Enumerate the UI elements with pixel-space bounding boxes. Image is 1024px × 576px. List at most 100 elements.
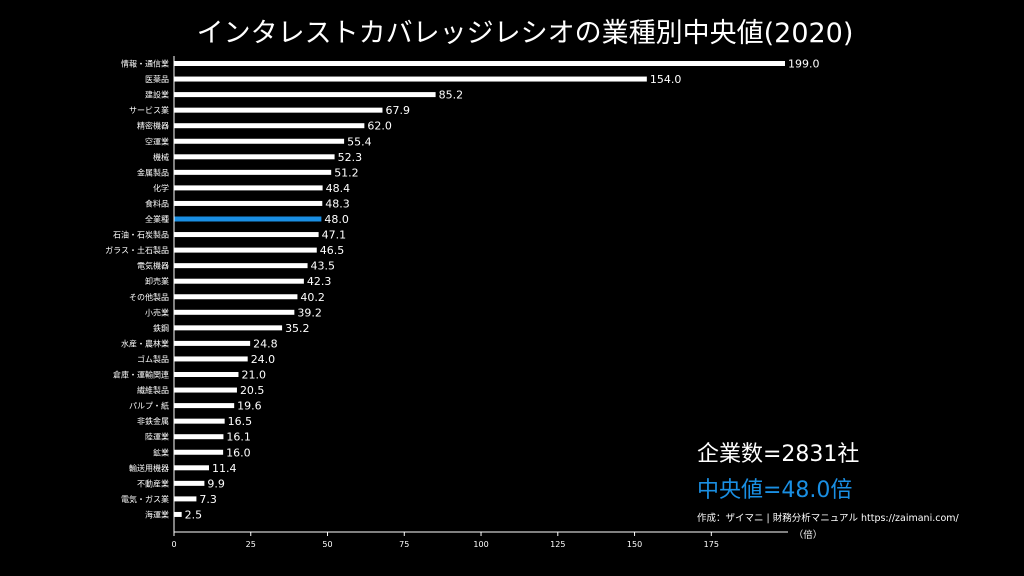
value-label-3: 67.9: [385, 104, 410, 117]
bar-14: [174, 278, 304, 284]
value-label-13: 43.5: [311, 260, 336, 273]
median-value: 中央値=48.0倍: [697, 478, 852, 503]
category-label-26: 輸送用機器: [129, 463, 169, 473]
category-label-21: 繊維製品: [137, 385, 169, 395]
bar-20: [174, 372, 239, 377]
value-label-7: 51.2: [334, 166, 359, 179]
category-label-29: 海運業: [145, 509, 169, 519]
x-tick-label-5: 125: [550, 540, 565, 549]
value-label-11: 47.1: [322, 229, 347, 242]
value-label-0: 199.0: [788, 58, 820, 71]
x-axis-unit: （倍）: [794, 529, 823, 541]
value-label-12: 46.5: [320, 244, 345, 257]
bar-0: [174, 61, 785, 66]
bar-28: [174, 496, 197, 502]
category-label-24: 陸運業: [145, 432, 169, 442]
category-label-20: 倉庫・運輸関連: [113, 370, 169, 380]
category-label-5: 空運業: [145, 136, 169, 146]
value-labels: 199.0 154.0 85.2 67.9 62.0 55.4 52.3 51.2 48.4 48…: [185, 58, 820, 522]
category-label-16: 小売業: [145, 307, 169, 317]
x-tick-label-3: 75: [399, 540, 409, 549]
chart-title: インタレストカバレッジレシオの業種別中央値(2020): [197, 18, 854, 49]
category-label-15: その他製品: [129, 292, 169, 302]
bar-4: [174, 123, 365, 129]
bar-11: [174, 232, 319, 238]
category-label-9: 食料品: [145, 198, 169, 208]
bar-1: [174, 76, 647, 82]
bar-16: [174, 309, 295, 315]
category-label-2: 建設業: [145, 90, 169, 100]
category-label-14: 卸売業: [145, 276, 169, 286]
value-label-24: 16.1: [226, 431, 251, 444]
x-tick-label-4: 100: [473, 540, 488, 549]
category-label-23: 非鉄金属: [137, 416, 169, 426]
value-label-4: 62.0: [367, 120, 392, 133]
bar-25: [174, 449, 224, 455]
bar-29: [174, 511, 182, 517]
value-label-23: 16.5: [228, 415, 253, 428]
category-label-12: ガラス・土石製品: [105, 245, 169, 255]
bars: [174, 61, 785, 517]
category-label-13: 電気機器: [137, 261, 169, 271]
category-label-10: 全業種: [145, 214, 169, 224]
value-label-17: 35.2: [285, 322, 310, 335]
category-label-7: 金属製品: [137, 167, 169, 177]
value-label-2: 85.2: [439, 89, 464, 102]
x-tick-label-0: 0: [171, 540, 176, 549]
category-label-8: 化学: [153, 183, 169, 193]
credit-text: 作成：ザイマニ | 財務分析マニュアル https://zaimani.com/: [697, 512, 960, 524]
bar-19: [174, 356, 248, 362]
value-label-20: 21.0: [241, 369, 266, 382]
value-label-19: 24.0: [251, 353, 276, 366]
bar-18: [174, 340, 251, 346]
value-label-9: 48.3: [325, 197, 350, 210]
value-label-26: 11.4: [212, 462, 237, 475]
bar-5: [174, 138, 345, 144]
category-label-18: 水産・農林業: [121, 338, 169, 348]
value-label-25: 16.0: [226, 446, 251, 459]
bar-8: [174, 185, 323, 191]
value-label-8: 48.4: [326, 182, 351, 195]
value-label-28: 7.3: [199, 493, 217, 506]
category-label-25: 鉱業: [153, 447, 169, 457]
bar-26: [174, 465, 210, 471]
value-label-14: 42.3: [307, 275, 332, 288]
value-label-5: 55.4: [347, 135, 372, 148]
category-label-27: 不動産業: [137, 478, 169, 488]
bar-10: [174, 216, 322, 222]
bar-21: [174, 387, 237, 393]
category-label-0: 情報・通信業: [121, 59, 169, 69]
category-label-1: 医薬品: [145, 74, 169, 84]
x-tick-label-6: 150: [627, 540, 642, 549]
category-label-17: 鉄鋼: [153, 323, 169, 333]
x-tick-label-1: 25: [246, 540, 256, 549]
category-label-22: パルプ・紙: [129, 401, 169, 411]
bar-12: [174, 247, 317, 253]
x-tick-label-7: 175: [704, 540, 719, 549]
value-label-22: 19.6: [237, 400, 262, 413]
bar-27: [174, 480, 205, 486]
value-label-10: 48.0: [324, 213, 349, 226]
bar-23: [174, 418, 225, 424]
category-label-4: 精密機器: [137, 121, 169, 131]
bar-13: [174, 263, 308, 269]
value-label-21: 20.5: [240, 384, 264, 397]
value-label-27: 9.9: [207, 477, 225, 490]
category-label-28: 電気・ガス業: [121, 494, 169, 504]
company-count: 企業数=2831社: [697, 442, 859, 467]
bar-22: [174, 403, 235, 409]
bar-7: [174, 169, 332, 175]
bar-15: [174, 294, 298, 300]
x-ticks: 0 25 50 75 100 125 150 175: [171, 532, 719, 549]
category-label-3: サービス業: [129, 105, 169, 115]
value-label-1: 154.0: [650, 73, 682, 86]
value-label-18: 24.8: [253, 337, 277, 350]
bar-2: [174, 92, 436, 98]
bar-9: [174, 200, 323, 206]
category-label-6: 機械: [153, 152, 169, 162]
bar-6: [174, 154, 335, 160]
bar-3: [174, 107, 383, 113]
category-label-19: ゴム製品: [137, 354, 169, 364]
bar-24: [174, 434, 224, 440]
